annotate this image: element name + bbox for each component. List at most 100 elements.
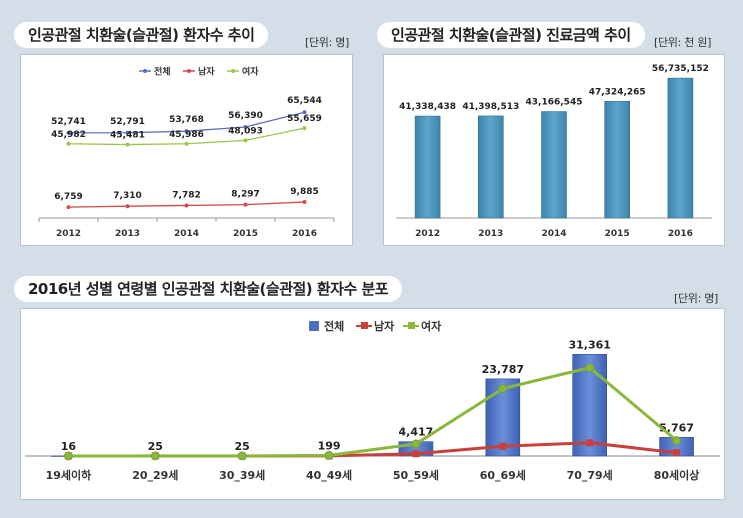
data-point: [302, 126, 307, 131]
data-label: 7,310: [113, 191, 141, 201]
legend-label-여자: 여자: [242, 66, 259, 78]
patient-trend-line-chart: 2012 2013 2014 2015 2016 전체 남자 여자 52,741 52,791 53…: [38, 66, 335, 239]
data-point: [243, 202, 248, 207]
legend-label-여자: 여자: [421, 319, 442, 333]
data-label: 48,093: [228, 126, 263, 136]
data-point: [64, 451, 73, 461]
x-tick-label: 2013: [478, 229, 503, 239]
data-point: [498, 384, 508, 393]
data-point: [66, 141, 71, 146]
data-label: 5,767: [659, 421, 694, 434]
legend-marker: [187, 69, 191, 73]
bar: [414, 115, 441, 219]
data-point: [237, 451, 247, 461]
chart1-unit: [단위: 명]: [305, 36, 350, 49]
legend-marker: [408, 322, 415, 329]
chart1-panel: 2012 2013 2014 2015 2016 전체 남자 여자 52,741 52,791 53…: [20, 54, 353, 246]
x-tick-label: 40_49세: [306, 468, 352, 482]
x-tick-label: 2012: [415, 229, 440, 239]
data-point: [302, 110, 307, 115]
data-point: [586, 439, 594, 447]
x-tick-label: 2014: [541, 229, 566, 239]
data-label: 45,481: [110, 131, 145, 141]
bar: [604, 101, 630, 219]
x-tick-label: 80세이상: [654, 468, 700, 482]
x-tick-label: 2012: [56, 229, 81, 239]
data-point: [125, 130, 130, 135]
x-tick-label: 20_29세: [132, 468, 178, 482]
data-point: [125, 142, 130, 147]
x-tick-label: 2015: [233, 229, 258, 239]
data-point: [302, 200, 307, 205]
data-point: [184, 203, 189, 208]
data-point: [184, 141, 189, 146]
data-point: [412, 450, 420, 458]
legend-marker: [309, 321, 319, 331]
chart3-panel: 전체 남자 여자 16 19세이하 25 20_29세 25 30_39세 199 40_49세 4,…: [20, 308, 725, 500]
data-point: [243, 124, 248, 129]
data-point: [125, 204, 130, 209]
chart2-panel: 41,338,438 2012 41,398,513 2013 43,166,545 20…: [383, 54, 725, 246]
data-label: 25: [235, 440, 250, 453]
data-point: [66, 130, 71, 135]
x-tick-label: 2013: [115, 229, 140, 239]
data-label: 56,735,152: [652, 64, 709, 74]
data-label: 7,782: [172, 190, 200, 200]
chart1-title: 인공관절 치환술(슬관절) 환자수 추이: [14, 22, 269, 48]
x-tick-label: 2014: [174, 229, 199, 239]
data-point: [499, 442, 507, 450]
data-label: 55,659: [287, 114, 322, 124]
data-label: 41,398,513: [462, 102, 519, 112]
x-tick-label: 2015: [605, 229, 630, 239]
legend-marker: [143, 69, 147, 73]
legend-label-전체: 전체: [324, 319, 344, 333]
data-label: 16: [61, 440, 77, 453]
chart3-title: 2016년 성별 연령별 인공관절 치환술(슬관절) 환자수 분포: [14, 276, 403, 302]
data-label: 65,544: [287, 96, 322, 106]
legend-label-남자: 남자: [198, 66, 215, 78]
data-label: 9,885: [290, 187, 318, 197]
bar: [478, 115, 504, 219]
x-tick-label: 50_59세: [393, 468, 439, 482]
data-label: 52,741: [51, 117, 86, 127]
data-point: [411, 439, 421, 449]
chart2-unit: [단위: 천 원]: [654, 36, 712, 49]
x-tick-label: 19세이하: [46, 468, 93, 482]
legend-label-남자: 남자: [374, 319, 395, 333]
data-label: 45,986: [169, 130, 204, 140]
legend-label-전체: 전체: [154, 66, 171, 78]
data-label: 43,166,545: [526, 98, 583, 108]
data-point: [243, 138, 248, 143]
data-label: 23,787: [482, 363, 524, 376]
bar: [541, 111, 567, 219]
data-label: 6,759: [54, 192, 82, 202]
legend-marker: [231, 69, 235, 73]
data-point: [184, 129, 189, 134]
x-tick-label: 70_79세: [567, 468, 613, 482]
chart2-title: 인공관절 치환술(슬관절) 진료금액 추이: [377, 22, 645, 48]
series-line-여자: [68, 366, 678, 458]
data-point: [672, 436, 681, 445]
data-point: [324, 451, 334, 460]
x-tick-label: 2016: [668, 229, 693, 239]
data-point: [585, 363, 595, 373]
chart3-unit: [단위: 명]: [674, 292, 719, 305]
data-point: [150, 451, 160, 461]
legend-marker: [361, 322, 368, 329]
data-label: 31,361: [568, 338, 610, 351]
bar: [667, 77, 694, 219]
data-label: 45,982: [51, 130, 86, 140]
data-label: 53,768: [169, 115, 204, 125]
data-label: 199: [318, 439, 341, 452]
data-label: 41,338,438: [399, 102, 456, 112]
data-label: 4,417: [399, 426, 434, 439]
cost-trend-bar-chart: 41,338,438 2012 41,398,513 2013 43,166,545 20…: [396, 64, 712, 239]
data-label: 52,791: [110, 117, 145, 127]
data-point: [66, 205, 71, 210]
x-tick-label: 60_69세: [480, 468, 526, 482]
data-label: 56,390: [228, 111, 263, 121]
x-tick-label: 30_39세: [219, 468, 265, 482]
data-label: 47,324,265: [589, 87, 646, 97]
x-tick-label: 2016: [292, 229, 317, 239]
age-distribution-chart: 전체 남자 여자 16 19세이하 25 20_29세 25 30_39세 199 40_49세 4,…: [25, 319, 720, 482]
